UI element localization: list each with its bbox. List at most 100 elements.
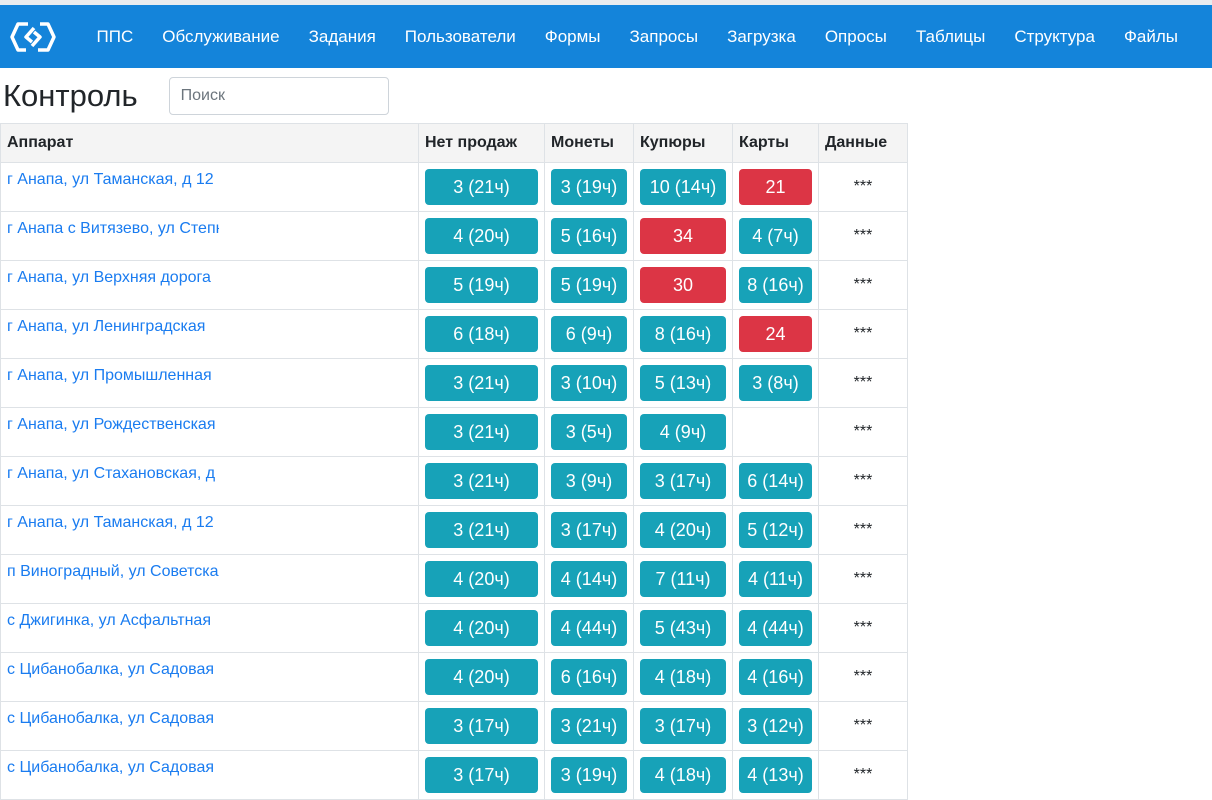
data-cell[interactable]: *** <box>818 652 908 702</box>
nav-item[interactable]: Пользователи <box>404 26 516 46</box>
data-cell[interactable]: *** <box>818 358 908 408</box>
nav-item[interactable]: Файлы <box>1123 26 1178 46</box>
status-badge[interactable]: 3 (12ч) <box>739 708 812 744</box>
status-badge[interactable]: 3 (21ч) <box>425 463 538 499</box>
data-cell[interactable]: *** <box>818 750 908 800</box>
nav-item[interactable]: ППС <box>96 26 134 46</box>
status-badge[interactable]: 6 (14ч) <box>739 463 812 499</box>
status-badge[interactable]: 6 (16ч) <box>551 659 627 695</box>
device-link[interactable]: г Анапа, ул Таманская, д 12 <box>7 514 214 531</box>
logo-icon[interactable] <box>10 20 56 54</box>
status-badge[interactable]: 4 (44ч) <box>551 610 627 646</box>
status-badge[interactable]: 4 (13ч) <box>739 757 812 793</box>
status-badge[interactable]: 4 (18ч) <box>640 659 726 695</box>
status-badge[interactable]: 3 (9ч) <box>551 463 627 499</box>
nav-item[interactable]: Обслуживание <box>162 26 280 46</box>
status-badge[interactable]: 4 (18ч) <box>640 757 726 793</box>
device-link[interactable]: с Цибанобалка, ул Садовая <box>7 710 214 727</box>
nav-item[interactable]: Задания <box>308 26 376 46</box>
status-badge[interactable]: 4 (20ч) <box>425 218 538 254</box>
nav-item[interactable]: Формы <box>544 26 601 46</box>
status-badge[interactable]: 4 (11ч) <box>739 561 812 597</box>
status-badge[interactable]: 3 (21ч) <box>425 365 538 401</box>
device-link[interactable]: п Виноградный, ул Советская <box>7 563 219 580</box>
status-badge[interactable]: 4 (44ч) <box>739 610 812 646</box>
device-link[interactable]: с Цибанобалка, ул Садовая <box>7 661 214 678</box>
data-cell[interactable]: *** <box>818 407 908 457</box>
table-row: г Анапа, ул Стахановская, д 3 (21ч) 3 (9ч)… <box>0 456 908 506</box>
data-cell[interactable]: *** <box>818 456 908 506</box>
status-badge[interactable]: 4 (16ч) <box>739 659 812 695</box>
status-badge[interactable]: 3 (17ч) <box>640 463 726 499</box>
status-badge[interactable]: 5 (19ч) <box>551 267 627 303</box>
status-badge[interactable]: 3 (21ч) <box>425 414 538 450</box>
device-link[interactable]: г Анапа, ул Ленинградская <box>7 318 206 335</box>
data-cell[interactable]: *** <box>818 505 908 555</box>
status-badge[interactable]: 3 (10ч) <box>551 365 627 401</box>
status-cell: 6 (9ч) <box>544 309 634 359</box>
column-header[interactable]: Данные <box>818 123 908 163</box>
device-link[interactable]: г Анапа, ул Рождественская <box>7 416 216 433</box>
status-badge[interactable]: 6 (18ч) <box>425 316 538 352</box>
status-cell: 6 (14ч) <box>732 456 819 506</box>
status-badge[interactable]: 4 (14ч) <box>551 561 627 597</box>
data-cell[interactable]: *** <box>818 554 908 604</box>
status-badge[interactable]: 5 (16ч) <box>551 218 627 254</box>
status-badge[interactable]: 3 (21ч) <box>551 708 627 744</box>
data-cell[interactable]: *** <box>818 162 908 212</box>
status-badge[interactable]: 7 (11ч) <box>640 561 726 597</box>
status-badge[interactable]: 4 (20ч) <box>425 561 538 597</box>
device-link[interactable]: г Анапа, ул Стахановская, д <box>7 465 216 482</box>
status-badge[interactable]: 3 (19ч) <box>551 757 627 793</box>
device-link[interactable]: г Анапа, ул Верхняя дорога <box>7 269 211 286</box>
status-badge[interactable]: 8 (16ч) <box>739 267 812 303</box>
status-badge[interactable]: 3 (5ч) <box>551 414 627 450</box>
device-link[interactable]: г Анапа с Витязево, ул Степная <box>7 220 219 237</box>
status-badge[interactable]: 4 (20ч) <box>640 512 726 548</box>
status-badge[interactable]: 4 (9ч) <box>640 414 726 450</box>
status-badge[interactable]: 3 (17ч) <box>551 512 627 548</box>
status-badge[interactable]: 30 <box>640 267 726 303</box>
column-header[interactable]: Нет продаж <box>418 123 545 163</box>
column-header[interactable]: Карты <box>732 123 819 163</box>
column-header[interactable]: Аппарат <box>0 123 419 163</box>
nav-item[interactable]: Запросы <box>629 26 699 46</box>
status-badge[interactable]: 6 (9ч) <box>551 316 627 352</box>
device-link[interactable]: с Цибанобалка, ул Садовая <box>7 759 214 776</box>
status-badge[interactable]: 3 (8ч) <box>739 365 812 401</box>
nav-item[interactable]: Структура <box>1014 26 1095 46</box>
status-badge[interactable]: 3 (21ч) <box>425 512 538 548</box>
data-cell[interactable]: *** <box>818 309 908 359</box>
nav-item[interactable]: Опросы <box>824 26 887 46</box>
status-badge[interactable]: 4 (7ч) <box>739 218 812 254</box>
status-badge[interactable]: 3 (19ч) <box>551 169 627 205</box>
status-badge[interactable]: 5 (43ч) <box>640 610 726 646</box>
status-badge[interactable]: 3 (17ч) <box>425 708 538 744</box>
device-link[interactable]: с Джигинка, ул Асфальтная <box>7 612 211 629</box>
status-badge[interactable]: 3 (21ч) <box>425 169 538 205</box>
status-badge[interactable]: 3 (17ч) <box>640 708 726 744</box>
device-link[interactable]: г Анапа, ул Промышленная <box>7 367 212 384</box>
nav-item[interactable]: Загрузка <box>727 26 796 46</box>
status-badge[interactable]: 5 (19ч) <box>425 267 538 303</box>
status-cell: 34 <box>633 211 733 261</box>
status-badge[interactable]: 21 <box>739 169 812 205</box>
column-header[interactable]: Купюры <box>633 123 733 163</box>
device-link[interactable]: г Анапа, ул Таманская, д 12 <box>7 171 214 188</box>
data-cell[interactable]: *** <box>818 211 908 261</box>
nav-item[interactable]: Таблицы <box>915 26 986 46</box>
status-badge[interactable]: 8 (16ч) <box>640 316 726 352</box>
status-badge[interactable]: 5 (13ч) <box>640 365 726 401</box>
status-badge[interactable]: 34 <box>640 218 726 254</box>
status-badge[interactable]: 4 (20ч) <box>425 659 538 695</box>
data-cell[interactable]: *** <box>818 701 908 751</box>
status-badge[interactable]: 5 (12ч) <box>739 512 812 548</box>
status-badge[interactable]: 3 (17ч) <box>425 757 538 793</box>
status-badge[interactable]: 4 (20ч) <box>425 610 538 646</box>
status-badge[interactable]: 10 (14ч) <box>640 169 726 205</box>
data-cell[interactable]: *** <box>818 603 908 653</box>
column-header[interactable]: Монеты <box>544 123 634 163</box>
search-input[interactable] <box>168 76 389 115</box>
data-cell[interactable]: *** <box>818 260 908 310</box>
status-badge[interactable]: 24 <box>739 316 812 352</box>
